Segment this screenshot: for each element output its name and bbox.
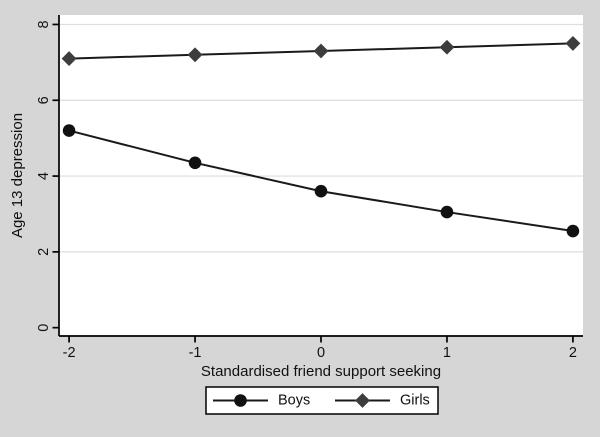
x-axis-title: Standardised friend support seeking: [201, 363, 441, 380]
data-point-boys: [188, 156, 202, 170]
x-tick-label: 0: [317, 345, 325, 361]
data-point-boys: [566, 224, 580, 238]
y-tick-label: 2: [36, 248, 52, 256]
data-point-boys: [314, 184, 328, 198]
x-tick-label: 2: [569, 345, 577, 361]
data-point-girls: [313, 43, 329, 59]
y-tick-label: 0: [36, 324, 52, 332]
data-point-boys: [62, 124, 76, 137]
data-point-girls: [439, 39, 455, 55]
y-tick-label: 8: [36, 20, 52, 28]
x-tick-label: 1: [443, 345, 451, 361]
x-tick-label: -2: [63, 345, 76, 361]
legend-marker-circle-icon: [234, 394, 247, 407]
x-tick-label: -1: [189, 345, 202, 361]
data-point-boys: [440, 205, 454, 219]
data-point-girls: [187, 47, 203, 63]
legend-label: Boys: [278, 393, 310, 409]
y-tick-label: 6: [36, 96, 52, 104]
legend-marker-diamond-icon: [355, 393, 370, 408]
y-tick-label: 4: [36, 172, 52, 180]
data-point-girls: [565, 36, 581, 51]
data-point-girls: [61, 51, 77, 66]
y-axis-title: Age 13 depression: [9, 113, 26, 238]
legend-label: Girls: [400, 393, 430, 409]
